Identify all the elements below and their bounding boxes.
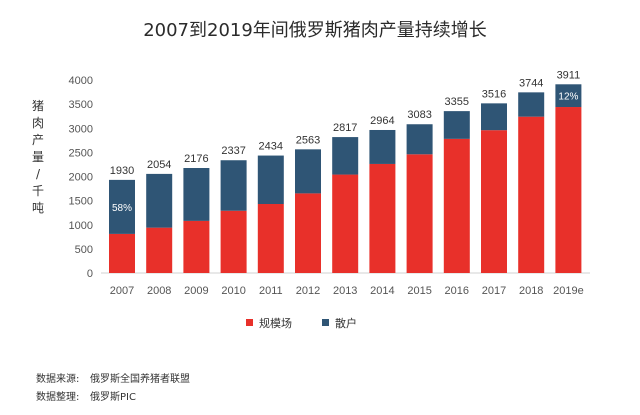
- share-annotation: 58%: [112, 203, 132, 214]
- y-axis-label-char: 产: [32, 133, 44, 147]
- y-axis-label-char: 吨: [32, 201, 44, 215]
- footer: 数据来源: 俄罗斯全国养猪者联盟 数据整理: 俄罗斯PIC: [36, 372, 190, 403]
- y-tick-label: 3000: [69, 123, 93, 135]
- x-tick-label: 2018: [519, 285, 543, 297]
- x-tick-label: 2009: [184, 285, 208, 297]
- bar-segment-scale-farm: [555, 107, 582, 274]
- y-tick-label: 0: [87, 268, 93, 280]
- y-tick-label: 2500: [69, 147, 93, 159]
- bar-total-label: 3911: [557, 69, 581, 81]
- bar-total-label: 2817: [333, 122, 357, 134]
- bar-segment-scale-farm: [257, 204, 284, 273]
- bar-segment-scale-farm: [518, 116, 545, 273]
- bar-segment-backyard: [109, 179, 135, 234]
- bar-total-label: 2434: [259, 141, 283, 153]
- x-tick-label: 2008: [147, 285, 171, 297]
- bar-segment-scale-farm: [295, 193, 321, 273]
- y-tick-label: 3500: [69, 99, 93, 111]
- bar-segment-backyard: [555, 84, 582, 108]
- bar-segment-scale-farm: [369, 163, 396, 273]
- share-annotation: 12%: [558, 92, 578, 103]
- legend-label: 散户: [335, 316, 357, 330]
- y-tick-label: 2000: [69, 172, 93, 184]
- x-tick-label: 2019e: [553, 285, 584, 297]
- legend-swatch: [246, 319, 253, 326]
- bar-segment-scale-farm: [443, 138, 470, 273]
- source-label: 数据来源:: [36, 372, 79, 385]
- y-axis-ticks: 0 500 1000 1500 2000 2500 3000 3500 4000: [69, 75, 93, 280]
- y-tick-label: 1000: [69, 220, 93, 232]
- compiler-value: 俄罗斯PIC: [90, 390, 136, 403]
- bar-segment-backyard: [257, 155, 284, 205]
- bar-segment-backyard: [369, 129, 396, 164]
- x-tick-label: 2013: [333, 285, 357, 297]
- legend: 规模场 散户: [246, 316, 357, 330]
- compiler-label: 数据整理:: [36, 390, 79, 403]
- bar-total-label: 2964: [370, 115, 394, 127]
- y-tick-label: 1500: [69, 196, 93, 208]
- y-axis-label-char: 肉: [32, 116, 44, 130]
- bar-total-label: 2337: [221, 145, 245, 157]
- bar-total-label: 2176: [184, 153, 208, 165]
- legend-label: 规模场: [259, 316, 292, 330]
- bar-segment-scale-farm: [183, 220, 210, 273]
- y-axis-label: 猪肉产量 / 千吨: [32, 99, 44, 215]
- bar-segment-backyard: [220, 160, 247, 211]
- bar-segment-backyard: [481, 103, 507, 131]
- x-tick-label: 2017: [482, 285, 506, 297]
- bar-total-label: 3744: [519, 77, 543, 89]
- bar-segment-backyard: [295, 149, 321, 194]
- bar-segment-backyard: [146, 173, 173, 228]
- chart-title: 2007到2019年间俄罗斯猪肉产量持续增长: [143, 20, 487, 41]
- y-axis-label-char: /: [36, 167, 41, 181]
- bar-total-label: 1930: [110, 165, 134, 177]
- bar-segment-scale-farm: [406, 154, 433, 273]
- bar-segment-backyard: [406, 124, 433, 155]
- x-tick-label: 2014: [370, 285, 394, 297]
- x-tick-label: 2011: [259, 285, 283, 297]
- x-tick-label: 2007: [110, 285, 134, 297]
- y-axis-label-char: 量: [32, 150, 44, 164]
- source-value: 俄罗斯全国养猪者联盟: [90, 372, 190, 385]
- bar-segment-backyard: [183, 168, 210, 221]
- x-tick-label: 2010: [221, 285, 245, 297]
- x-tick-label: 2016: [445, 285, 469, 297]
- bar-segment-scale-farm: [146, 227, 173, 273]
- bar-segment-scale-farm: [109, 233, 135, 273]
- y-tick-label: 4000: [69, 75, 93, 87]
- legend-swatch: [322, 319, 329, 326]
- bar-total-label: 2054: [147, 159, 171, 171]
- bar-segment-scale-farm: [332, 174, 359, 273]
- bar-segment-backyard: [518, 92, 545, 117]
- bar-total-label: 3083: [407, 109, 431, 121]
- bar-segment-scale-farm: [481, 130, 507, 273]
- x-tick-label: 2012: [296, 285, 320, 297]
- y-tick-label: 500: [75, 244, 93, 256]
- bar-segment-backyard: [443, 111, 470, 139]
- y-axis-label-char: 猪: [32, 99, 44, 113]
- y-axis-label-char: 千: [32, 184, 44, 198]
- bar-total-label: 3516: [482, 88, 506, 100]
- x-tick-label: 2015: [407, 285, 431, 297]
- bar-segment-backyard: [332, 137, 359, 175]
- bar-total-label: 3355: [445, 96, 469, 108]
- bars: 1930 2007 58% 2054 2008 2176 2009 2337 2010 2434 2…: [109, 69, 584, 297]
- bar-segment-scale-farm: [220, 210, 247, 273]
- bar-total-label: 2563: [296, 134, 320, 146]
